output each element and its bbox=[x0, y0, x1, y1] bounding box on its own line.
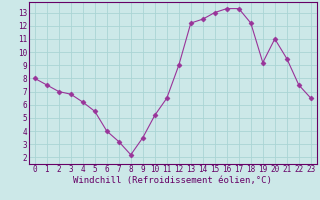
X-axis label: Windchill (Refroidissement éolien,°C): Windchill (Refroidissement éolien,°C) bbox=[73, 176, 272, 185]
